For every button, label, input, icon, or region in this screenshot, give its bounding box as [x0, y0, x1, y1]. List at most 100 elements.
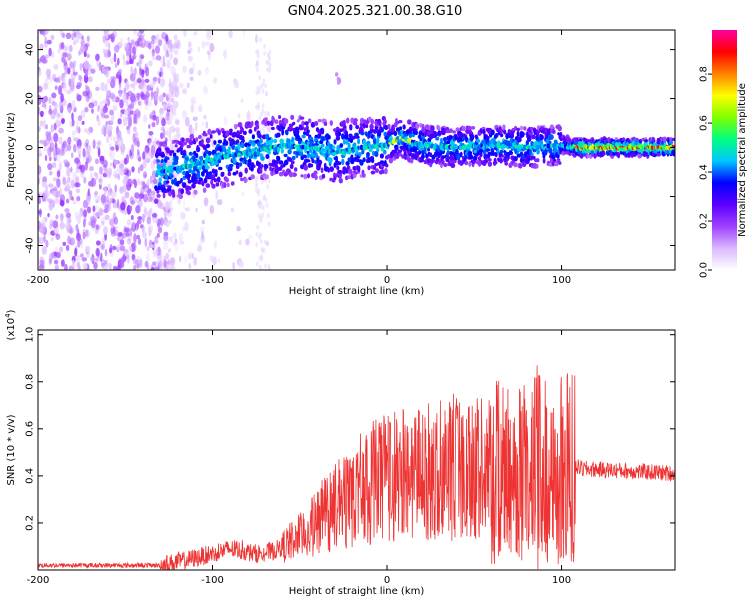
spectrogram-cell	[103, 114, 110, 119]
spectrogram-cell	[160, 71, 164, 78]
spectrogram-cell	[445, 129, 450, 134]
spectrogram-cell	[49, 170, 53, 176]
spectrogram-cell	[75, 232, 82, 242]
spectrogram-cell	[86, 206, 92, 214]
spectrogram-cell	[96, 141, 102, 146]
spectrogram-cell	[203, 197, 209, 207]
spectrogram-cell	[132, 46, 137, 55]
spectrogram-cell	[104, 48, 110, 59]
spectrogram-cell	[148, 192, 153, 197]
spectrogram-cell	[218, 166, 223, 171]
spectrogram-cell	[202, 187, 207, 193]
spectrogram-cell	[415, 153, 420, 158]
spectrogram-cell	[137, 149, 140, 155]
spectrogram-cell	[115, 73, 120, 79]
spectrogram-cell	[38, 210, 42, 215]
spectrogram-cell	[103, 185, 108, 196]
spectrogram-cell	[38, 147, 42, 153]
spectrogram-cell	[267, 149, 271, 155]
spectrogram-cell	[92, 139, 96, 149]
spectrogram-cell	[257, 201, 261, 207]
spectrogram-cell	[146, 246, 150, 252]
spectrogram-cell	[265, 60, 269, 66]
spectrogram-cell	[267, 263, 271, 269]
spectrogram-cell	[68, 45, 73, 53]
spectrogram-cell	[85, 138, 90, 146]
spectrogram-cell	[76, 261, 81, 268]
spectrogram-cell	[111, 94, 116, 101]
spectrogram-cell	[238, 260, 244, 268]
spectrogram-cell	[56, 112, 61, 118]
spectrogram-cell	[230, 207, 234, 213]
spectrogram-cell	[181, 226, 186, 232]
spectrogram-cell	[164, 200, 170, 211]
spectrogram-cell	[83, 60, 90, 70]
spectrogram-cell	[88, 102, 95, 109]
spectrogram-cell	[161, 32, 167, 40]
spectrogram-cell	[443, 163, 448, 167]
spectrogram-cell	[99, 155, 105, 162]
spectrogram-cell	[125, 179, 131, 185]
spectrogram-cell	[403, 155, 408, 160]
spectrogram-cell	[187, 49, 192, 55]
spectrogram-cell	[98, 100, 103, 110]
spectrogram-cell	[264, 117, 268, 122]
spectrogram-cell	[165, 33, 169, 42]
spectrogram-cell	[135, 92, 141, 98]
spectrogram-cell	[468, 154, 473, 160]
spectrogram-cell	[90, 256, 94, 262]
spectrogram-cell	[72, 40, 77, 46]
spectrogram-cell	[159, 78, 165, 88]
spectrogram-cell	[93, 261, 98, 270]
spectrogram-cell	[259, 138, 263, 144]
spectrogram-cell	[372, 138, 377, 145]
spectrogram-cell	[45, 193, 49, 202]
spectrogram-cell	[306, 129, 310, 134]
spectrogram-cell	[160, 153, 166, 158]
spectrogram-cell	[104, 214, 110, 221]
spectrogram-cell	[147, 196, 153, 203]
spectrogram-cell	[478, 148, 484, 153]
spectrogram-cell	[38, 223, 44, 233]
spectrogram-cell	[172, 75, 177, 85]
spectrogram-cell	[45, 68, 52, 78]
spectrogram-cell	[247, 234, 253, 240]
spectrogram-cell	[319, 139, 324, 145]
spectrogram-cell	[479, 151, 483, 158]
spectrogram-cell	[255, 90, 258, 96]
spectrogram-cell	[71, 238, 75, 244]
spectrogram-x-label: Height of straight line (km)	[289, 286, 425, 297]
spectrogram-cell	[359, 144, 364, 151]
spectrogram-cell	[175, 126, 181, 132]
x-tick-label: 0	[384, 275, 390, 286]
spectrogram-cell	[240, 177, 244, 182]
spectrogram-cell	[198, 104, 203, 113]
spectrogram-cell	[168, 81, 173, 86]
spectrogram-cell	[85, 229, 91, 239]
spectrogram-cell	[510, 133, 514, 139]
spectrogram-cell	[77, 240, 81, 248]
spectrogram-cell	[173, 41, 179, 49]
spectrogram-cell	[345, 161, 350, 166]
spectrogram-cell	[146, 253, 150, 262]
spectrogram-cell	[159, 113, 164, 120]
spectrogram-cell	[80, 243, 84, 249]
spectrogram-cell	[602, 152, 606, 156]
spectrogram-cell	[499, 133, 504, 138]
snr-y-ticks: 0.2 0.4 0.6 0.8 1.0	[25, 327, 675, 531]
spectrogram-cell	[475, 136, 479, 140]
spectrogram-cell	[129, 205, 133, 212]
spectrogram-cell	[267, 221, 271, 227]
spectrogram-cell	[163, 189, 168, 194]
snr-line	[38, 365, 675, 570]
spectrogram-cell	[157, 70, 160, 76]
spectrogram-cell	[154, 198, 159, 204]
spectrogram-cell	[154, 185, 158, 191]
spectrogram-cell	[145, 157, 151, 163]
spectrogram-cell	[239, 162, 243, 167]
spectrogram-cell	[373, 165, 377, 171]
spectrogram-cell	[48, 47, 52, 57]
spectrogram-cell	[55, 190, 61, 198]
spectrogram-cell	[64, 208, 70, 213]
spectrogram-cell	[99, 175, 103, 186]
